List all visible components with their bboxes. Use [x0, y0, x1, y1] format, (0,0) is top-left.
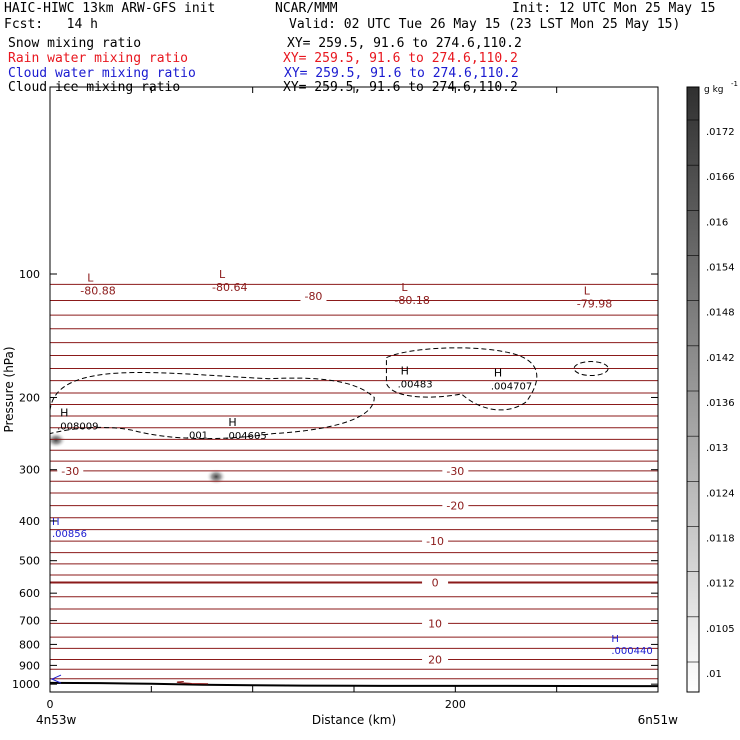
y-tick-label: 900 — [19, 659, 40, 672]
temperature-contour-label: -80 — [304, 290, 322, 303]
temperature-low-value: -80.18 — [394, 294, 429, 307]
colorbar-tick-label: .0166 — [706, 172, 735, 183]
temperature-low-marker: L — [219, 268, 226, 281]
x-start-label: 4n53w — [36, 713, 77, 727]
colorbar-tick-label: .0124 — [706, 488, 735, 499]
cloud-water-high-value: .000440 — [611, 646, 652, 657]
cloud-water-high-marker: H — [52, 517, 60, 528]
snow-high-marker: H — [60, 406, 68, 419]
near-surface-contour — [176, 680, 209, 685]
snow-contour — [385, 347, 538, 411]
snow-contour-label: .001 — [186, 431, 208, 442]
forecast-hour: Fcst: 14 h — [4, 17, 98, 32]
field-rain-xy: XY= 259.5, 91.6 to 274.6,110.2 — [283, 51, 518, 66]
temperature-contour-label: -10 — [426, 535, 444, 548]
field-snow-name: Snow mixing ratio — [8, 36, 142, 51]
snow-contour — [50, 371, 375, 440]
y-tick-label: 600 — [19, 587, 40, 600]
temperature-low-value: -79.98 — [577, 297, 612, 310]
temperature-contour-label: 20 — [428, 654, 442, 667]
temperature-contour-label: 0 — [432, 576, 439, 589]
cloud-water-high-marker: H — [611, 634, 619, 645]
snow-high-value: .008009 — [57, 421, 98, 432]
colorbar-tick-label: .0142 — [706, 353, 735, 364]
colorbar-tick-label: .016 — [706, 217, 728, 228]
colorbar-tick-label: .0105 — [706, 624, 735, 635]
field-snow-xy: XY= 259.5, 91.6 to 274.6,110.2 — [287, 36, 522, 51]
snow-high-value: .004707 — [491, 381, 532, 392]
y-tick-label: 1000 — [12, 678, 40, 691]
y-tick-label: 300 — [19, 464, 40, 477]
colorbar-unit-exponent: -1 — [731, 80, 738, 88]
cloud-water-contour — [50, 674, 62, 684]
cloud-water-high-value: .00856 — [52, 529, 87, 540]
temperature-low-value: -80.64 — [212, 281, 247, 294]
temperature-contour-label: -30 — [446, 465, 464, 478]
x-tick-label: 200 — [445, 698, 466, 711]
y-axis-title: Pressure (hPa) — [2, 346, 16, 432]
snow-high-value: .00483 — [398, 379, 433, 390]
rain-shading-blob — [206, 468, 227, 485]
snow-high-value: .004605 — [225, 431, 266, 442]
init-time: Init: 12 UTC Mon 25 May 15 — [512, 1, 716, 16]
temperature-low-marker: L — [87, 271, 94, 284]
temperature-contour-label: -20 — [446, 500, 464, 513]
colorbar — [686, 86, 700, 693]
y-tick-label: 500 — [19, 555, 40, 568]
model-title: HAIC-HIWC 13km ARW-GFS init — [4, 1, 216, 16]
colorbar-tick-label: .0148 — [706, 308, 735, 319]
temperature-low-marker: L — [584, 284, 591, 297]
x-tick-label: 0 — [47, 698, 54, 711]
snow-high-marker: H — [401, 364, 409, 377]
org-label: NCAR/MMM — [275, 1, 338, 16]
y-tick-label: 100 — [19, 268, 40, 281]
field-rain-name: Rain water mixing ratio — [8, 51, 189, 66]
temperature-contour-label: 10 — [428, 617, 442, 630]
snow-high-marker: H — [494, 366, 502, 379]
snow-contour — [573, 361, 609, 377]
colorbar-tick-label: .0136 — [706, 398, 735, 409]
y-tick-label: 200 — [19, 391, 40, 404]
y-tick-label: 700 — [19, 615, 40, 628]
field-cloudwater-xy: XY= 259.5, 91.6 to 274.6,110.2 — [284, 66, 519, 81]
field-cloudwater-name: Cloud water mixing ratio — [8, 66, 196, 81]
y-tick-label: 800 — [19, 638, 40, 651]
plot-area — [50, 283, 658, 688]
rain-shading-blob — [50, 432, 67, 449]
temperature-contour-label: -30 — [61, 465, 79, 478]
colorbar-unit: g kg — [704, 85, 724, 95]
colorbar-tick-label: .0112 — [706, 579, 735, 590]
colorbar-tick-label: .01 — [706, 669, 722, 680]
terrain-line — [50, 681, 658, 688]
x-end-label: 6n51w — [638, 713, 679, 727]
temperature-low-marker: L — [401, 281, 408, 294]
colorbar-tick-label: .0154 — [706, 263, 735, 274]
plot-frame — [49, 86, 659, 693]
y-tick-label: 400 — [19, 515, 40, 528]
valid-time: Valid: 02 UTC Tue 26 May 15 (23 LST Mon … — [289, 17, 681, 32]
colorbar-tick-label: .0118 — [706, 534, 735, 545]
snow-high-marker: H — [228, 416, 236, 429]
temperature-low-value: -80.88 — [80, 284, 115, 297]
colorbar-tick-label: .013 — [706, 443, 728, 454]
x-axis-title: Distance (km) — [312, 713, 396, 727]
colorbar-tick-label: .0172 — [706, 127, 735, 138]
